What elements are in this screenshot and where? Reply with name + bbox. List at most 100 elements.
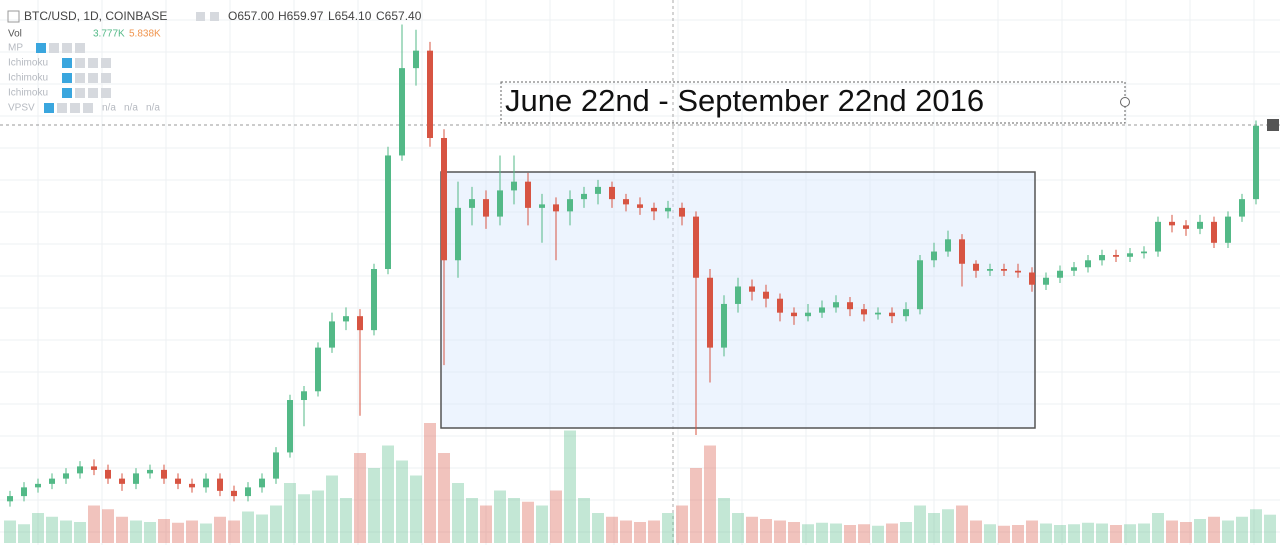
indicator-icon[interactable] <box>88 58 98 68</box>
volume-bar <box>578 498 590 543</box>
collapse-button[interactable] <box>7 10 20 23</box>
volume-bar <box>1166 520 1178 543</box>
volume-bar <box>158 519 170 543</box>
volume-bar <box>648 520 660 543</box>
indicator-icon[interactable] <box>57 103 67 113</box>
indicator-icon[interactable] <box>75 58 85 68</box>
volume-bar <box>564 430 576 543</box>
candle-body <box>721 303 727 348</box>
candle-body <box>455 207 461 261</box>
volume-bar <box>1194 519 1206 543</box>
volume-bar <box>270 505 282 543</box>
indicator-name: Ichimoku <box>8 58 48 69</box>
volume-bar <box>676 505 688 543</box>
annotation: June 22nd - September 22nd 2016 <box>505 83 984 118</box>
volume-bar <box>1054 525 1066 543</box>
candle-body <box>595 186 601 194</box>
volume-bar <box>1180 522 1192 543</box>
volume-bar <box>732 513 744 543</box>
symbol: BTC/USD, 1D, COINBASE <box>24 9 167 23</box>
volume-label: Vol <box>8 29 22 40</box>
indicator-icon[interactable] <box>75 73 85 83</box>
candle-body <box>651 207 657 212</box>
candle-body <box>847 302 853 310</box>
candle-body <box>217 478 223 491</box>
volume-bar <box>1026 520 1038 543</box>
candle-body <box>399 68 405 156</box>
volume-bar <box>704 445 716 543</box>
indicator-value: n/a <box>102 103 116 114</box>
candle-body <box>301 391 307 401</box>
candle-body <box>665 207 671 212</box>
candle-body <box>511 181 517 191</box>
volume-bar <box>88 505 100 543</box>
candle-body <box>623 199 629 205</box>
volume-bar <box>928 513 940 543</box>
candle-body <box>175 478 181 484</box>
candle-body <box>735 286 741 304</box>
candle-body <box>819 307 825 313</box>
candle-body <box>539 204 545 208</box>
candle-body <box>791 312 797 317</box>
volume-bar <box>60 520 72 543</box>
indicator-icon[interactable] <box>101 88 111 98</box>
volume-bar <box>1138 523 1150 543</box>
candle-body <box>385 155 391 270</box>
candle-body <box>161 469 167 479</box>
indicator-name: Ichimoku <box>8 73 48 84</box>
volume-bar <box>1040 523 1052 543</box>
volume-bar <box>452 483 464 543</box>
volume-bar <box>326 475 338 543</box>
volume-bar <box>1124 524 1136 543</box>
volume-bar <box>942 509 954 543</box>
candle-body <box>889 312 895 317</box>
indicator-icon[interactable] <box>70 103 80 113</box>
candle-body <box>805 312 811 317</box>
indicator-icon[interactable] <box>36 43 46 53</box>
indicator-icon[interactable] <box>44 103 54 113</box>
ohlc-high: H659.97 <box>278 9 324 23</box>
indicator-icon[interactable] <box>101 58 111 68</box>
handle[interactable] <box>1120 97 1130 107</box>
volume-bar <box>634 522 646 543</box>
indicator-icon[interactable] <box>62 58 72 68</box>
candle-body <box>287 400 293 453</box>
volume-bar <box>1012 525 1024 543</box>
indicator-icon[interactable] <box>101 73 111 83</box>
indicator-icon[interactable] <box>62 43 72 53</box>
volume-bar <box>242 511 254 543</box>
volume-bar <box>774 520 786 543</box>
volume-bar <box>46 516 58 543</box>
indicator-icon[interactable] <box>62 88 72 98</box>
volume-bar <box>284 483 296 543</box>
volume-bar <box>970 520 982 543</box>
candle-body <box>1127 253 1133 257</box>
indicator-icon[interactable] <box>49 43 59 53</box>
indicator-icon[interactable] <box>75 88 85 98</box>
candle-body <box>21 487 27 497</box>
icon[interactable] <box>210 12 219 21</box>
candle-body <box>483 199 489 217</box>
volume-bar <box>1096 523 1108 543</box>
volume-bar <box>368 468 380 543</box>
indicator-icon[interactable] <box>83 103 93 113</box>
candle-body <box>707 277 713 348</box>
indicator-icon[interactable] <box>88 88 98 98</box>
candle-body <box>1043 277 1049 285</box>
candle-body <box>357 316 363 331</box>
icon[interactable] <box>196 12 205 21</box>
volume-bar <box>130 520 142 543</box>
candle-body <box>861 309 867 315</box>
candle-body <box>763 291 769 299</box>
candle-body <box>245 487 251 497</box>
candle-body <box>315 347 321 392</box>
candle-body <box>259 478 265 488</box>
indicator-icon[interactable] <box>75 43 85 53</box>
candles <box>7 24 1273 507</box>
candle-body <box>777 298 783 313</box>
indicator-icon[interactable] <box>62 73 72 83</box>
candle-body <box>1085 260 1091 268</box>
candle-body <box>1099 255 1105 261</box>
indicator-icon[interactable] <box>88 73 98 83</box>
